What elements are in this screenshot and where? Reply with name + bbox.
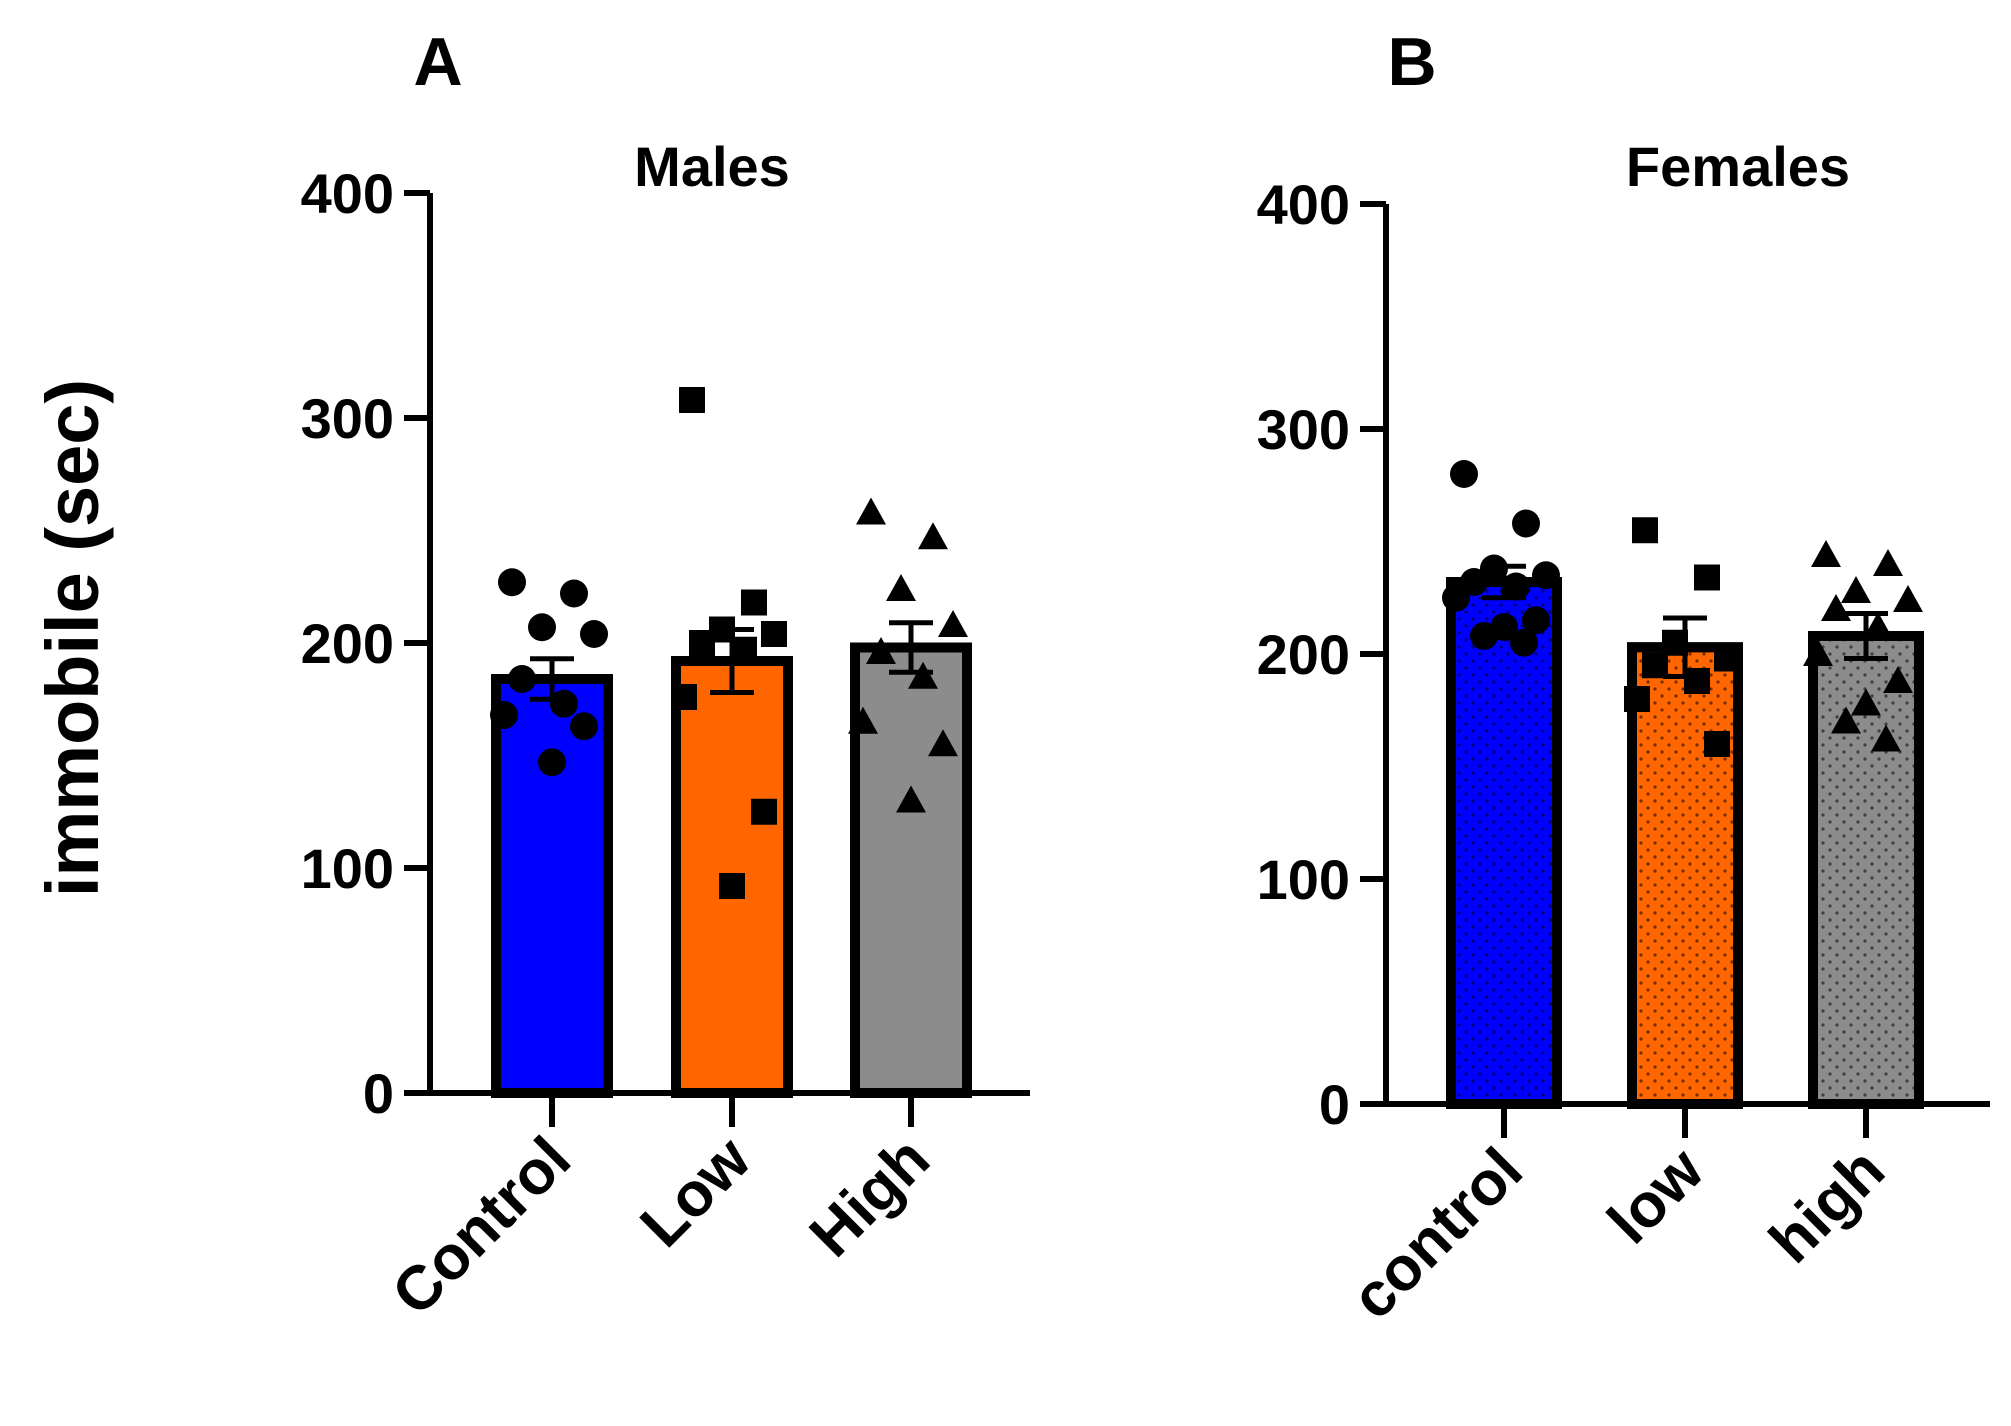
data-point-triangle xyxy=(1821,594,1851,621)
data-point-circle xyxy=(1522,606,1550,635)
panel-letter-a: A xyxy=(413,24,462,100)
data-point-circle xyxy=(538,748,566,777)
data-point-square xyxy=(751,798,777,825)
panel-b-females: B Females 0 100 200 300 400 control low high xyxy=(1257,24,1990,1332)
data-point-square xyxy=(741,589,767,616)
y-tick-label: 400 xyxy=(301,162,394,225)
panel-letter-b: B xyxy=(1387,24,1436,100)
data-point-triangle xyxy=(1873,549,1903,576)
bar-texture-low xyxy=(1627,642,1743,1109)
data-point-circle xyxy=(508,665,536,693)
data-point-triangle xyxy=(1831,706,1861,734)
data-point-square xyxy=(679,387,705,413)
bar-control xyxy=(491,674,613,1098)
data-point-circle xyxy=(1442,583,1470,612)
data-point-circle xyxy=(1460,568,1488,596)
data-point-square xyxy=(1624,686,1650,712)
data-point-square xyxy=(671,684,697,710)
y-axis-label: immobile (sec) xyxy=(31,379,114,897)
data-point-circle xyxy=(1502,572,1530,601)
y-tick-label: 0 xyxy=(363,1062,394,1125)
data-point-triangle xyxy=(1893,585,1923,612)
data-point-triangle xyxy=(1863,612,1893,639)
y-tick-label: 0 xyxy=(1319,1073,1350,1136)
x-tick-label-high: High xyxy=(797,1124,943,1270)
data-point-circle xyxy=(498,568,526,597)
data-point-circle xyxy=(1480,554,1508,583)
data-point-triangle xyxy=(848,706,878,734)
x-tick-label-control: control xyxy=(1339,1135,1536,1332)
data-point-circle xyxy=(570,712,598,741)
data-point-circle xyxy=(1512,509,1540,538)
x-tick-label-low: low xyxy=(1595,1135,1717,1257)
data-point-circle xyxy=(580,620,608,648)
data-point-circle xyxy=(490,701,518,729)
data-point-square xyxy=(689,630,715,656)
data-point-square xyxy=(1632,517,1658,544)
y-tick-label: 300 xyxy=(1257,398,1350,461)
data-point-triangle xyxy=(856,497,886,525)
data-point-triangle xyxy=(918,522,948,550)
data-point-circle xyxy=(560,579,588,608)
x-tick-label-low: Low xyxy=(627,1124,764,1261)
data-point-circle xyxy=(550,689,578,718)
data-point-square xyxy=(1684,668,1710,694)
data-point-square xyxy=(731,636,757,663)
data-point-triangle xyxy=(1811,540,1841,567)
data-point-square xyxy=(1714,645,1740,672)
data-point-circle xyxy=(1532,561,1560,590)
y-tick-label: 100 xyxy=(1257,848,1350,911)
bar-texture-control xyxy=(1446,577,1562,1109)
y-tick-label: 200 xyxy=(301,612,394,675)
y-tick-label: 400 xyxy=(1257,173,1350,236)
data-point-circle xyxy=(1450,460,1478,488)
data-point-square xyxy=(1662,629,1688,656)
data-point-square xyxy=(761,621,787,647)
data-point-circle xyxy=(1510,628,1538,657)
data-point-triangle xyxy=(1803,639,1833,666)
data-point-square xyxy=(1694,564,1720,591)
panel-a-males: A Males 0 100 200 300 400 Control Low High xyxy=(301,24,1030,1329)
data-point-triangle xyxy=(1883,666,1913,693)
data-point-triangle xyxy=(938,610,968,637)
data-point-triangle xyxy=(1851,688,1881,716)
data-point-triangle xyxy=(928,729,958,757)
data-point-circle xyxy=(528,613,556,642)
x-tick-label-control: Control xyxy=(379,1124,584,1329)
y-tick-label: 100 xyxy=(301,837,394,900)
data-point-triangle xyxy=(896,785,926,813)
data-point-triangle xyxy=(866,637,896,664)
y-tick-label: 200 xyxy=(1257,623,1350,686)
bar-high xyxy=(850,642,972,1098)
data-point-circle xyxy=(1470,622,1498,650)
data-point-triangle xyxy=(1871,724,1901,752)
data-point-square xyxy=(719,873,745,899)
data-point-triangle xyxy=(1841,576,1871,603)
data-point-square xyxy=(1704,731,1730,757)
data-point-triangle xyxy=(886,574,916,601)
y-tick-label: 300 xyxy=(301,387,394,450)
data-point-triangle xyxy=(908,661,938,689)
panel-title-females: Females xyxy=(1626,135,1850,198)
panel-title-males: Males xyxy=(634,135,790,198)
data-point-square xyxy=(1642,652,1668,679)
x-tick-label-high: high xyxy=(1757,1135,1898,1276)
